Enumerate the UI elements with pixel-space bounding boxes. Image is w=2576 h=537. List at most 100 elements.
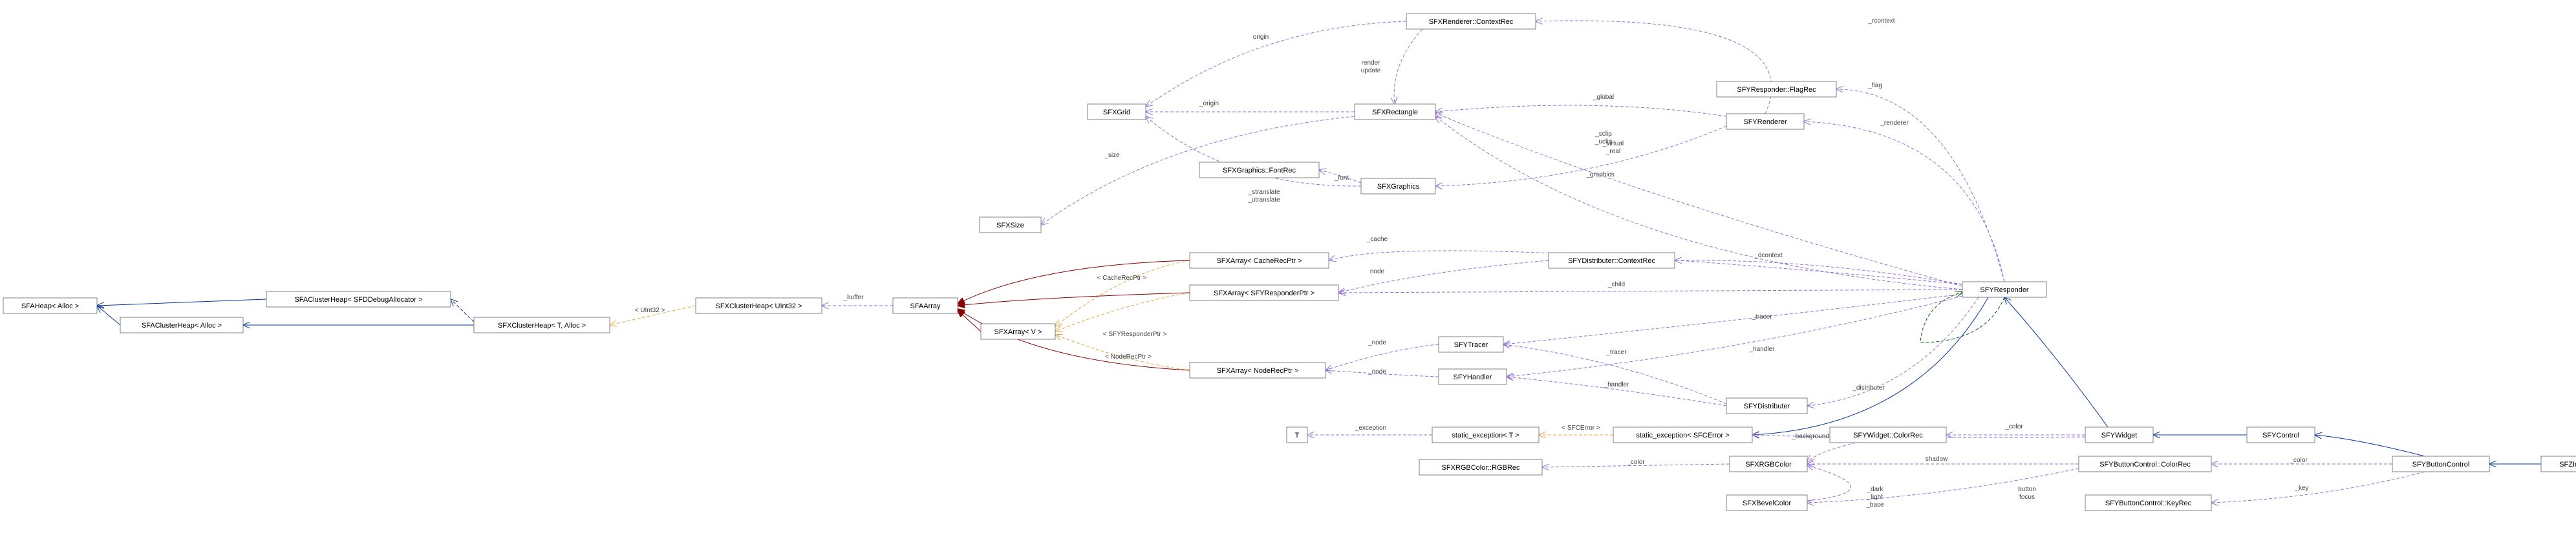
edge-label: _sclip [1594,131,1612,138]
edge [1507,296,1962,377]
node-label: SFYControl [2262,432,2299,439]
edge-label: _node [1368,368,1386,375]
node-label: SFXClusterHeap< T, Alloc > [498,322,586,330]
edge-label: _key [2294,485,2308,492]
node-label: SFXArray< SFYResponderPtr > [1214,290,1315,297]
node-label: SFAClusterHeap< Alloc > [142,322,222,330]
edge [1435,105,1726,116]
edge-label: _background [1791,433,1829,440]
node-label: T [1295,432,1300,439]
edge-label: _exception [1355,425,1386,432]
node-label: SFYButtonControl::ColorRec [2099,461,2191,469]
node-label: SFYButtonControl::KeyRec [2105,500,2192,507]
node-label: SFYResponder [1980,286,2029,294]
edge-label: node [1370,268,1385,275]
edge [1338,290,1962,293]
edge [1807,443,1856,462]
edge-label: < NodeRecPtr > [1105,353,1152,361]
edge-label: _dcontext [1754,252,1783,259]
edge [2315,435,2425,456]
edge-label: origin [1253,34,1269,41]
node-label: SFYDistributer [1744,403,1790,410]
edge-label: _distributer [1852,384,1885,392]
edge-label: update [1361,67,1381,74]
edge [1338,260,1549,293]
node-label: SFXRectangle [1372,109,1418,116]
edge-label: _renderer [1880,120,1909,127]
edge-label: focus [2019,494,2035,501]
edge [1836,89,2004,282]
edge [2211,472,2425,503]
edge-label: _global [1593,94,1614,101]
edge [1503,294,1962,344]
edge [1055,335,1190,370]
edge-label: < UInt32 > [635,307,665,314]
edge-label: _tracer [1751,313,1772,321]
edge [1536,21,1772,114]
edge [2004,297,2108,427]
edge-label: < SFCError > [1562,425,1600,432]
edge-label: _buffer [843,294,864,301]
edge-label: _color [2004,423,2023,430]
class-diagram: < UInt32 >_buffer_origin_size_font_stran… [0,0,2576,537]
edge-label: _handler [1604,381,1630,388]
node-label: SFXSize [996,222,1024,229]
node-label: static_exception< T > [1452,432,1519,439]
edge-label: _stranslate [1248,189,1280,196]
edge [1675,260,1962,284]
node-label: SFXBevelColor [1743,500,1792,507]
node-label: SFXClusterHeap< UInt32 > [716,302,802,310]
edge [1055,293,1190,332]
edge-label: _color [1626,459,1645,466]
edge-label: _color [2289,457,2308,464]
node-label: SFAArray [910,302,941,310]
edge [97,299,266,306]
node-label: SFYDistributer::ContextRec [1568,257,1656,265]
edge [451,299,474,322]
edge-label: _handler [1749,346,1776,353]
node-label: SFXGraphics [1377,183,1420,191]
edge [1435,126,1726,186]
edge [958,293,1190,306]
node-label: SFXArray< V > [994,328,1042,336]
node-label: SFYTracer [1454,341,1488,349]
edge [1807,469,2079,503]
edge-label: _dark [1866,486,1884,493]
node-label: SFXRGBColor::RGBRec [1441,464,1520,472]
edge-label: shadow [1926,456,1948,463]
edge [1394,29,1422,104]
node-label: SFXArray< CacheRecPtr > [1216,257,1302,265]
node-label: static_exception< SFCError > [1636,432,1729,439]
edge [97,306,120,325]
edge-label: _tracer [1605,349,1627,356]
node-label: SFAHeap< Alloc > [21,302,79,310]
node-label: SFXRGBColor [1745,461,1792,469]
node-label: SFXArray< NodeRecPtr > [1217,367,1299,375]
edge [1804,121,2004,282]
edge-label: _real [1605,148,1620,155]
edge [1807,465,1851,501]
edge-label: render [1362,59,1381,67]
edge [1807,297,1979,406]
edge-label: < CacheRecPtr > [1097,275,1147,282]
edge-label: _flag [1867,82,1882,89]
edge-label: _light [1867,494,1883,501]
edge-label: _child [1607,281,1625,288]
nodes: SFAHeap< Alloc > SFAClusterHeap< Alloc > S… [3,14,2576,511]
edge-label: _size [1104,152,1120,159]
node-label: SFYWidget::ColorRec [1853,432,1923,439]
edge-label: _utranslate [1247,196,1280,204]
node-label: SFYResponder::FlagRec [1737,86,1816,94]
edge-label: _node [1368,339,1386,346]
node-label: SFAClusterHeap< SFDDebugAllocator > [294,296,422,304]
node-label: SFZImageButtonControl [2559,461,2576,469]
node-label: SFYButtonControl [2412,461,2470,469]
node-label: SFYRenderer [1743,118,1787,126]
edge-label: _cache [1366,236,1388,243]
edge-label: _virtual [1602,140,1624,147]
edge-label: < SFYResponderPtr > [1103,331,1167,338]
node-label: SFXGrid [1103,109,1130,116]
edge-label: button [2018,486,2036,493]
node-label: SFXRenderer::ContextRec [1429,18,1514,26]
edge [1326,344,1439,370]
